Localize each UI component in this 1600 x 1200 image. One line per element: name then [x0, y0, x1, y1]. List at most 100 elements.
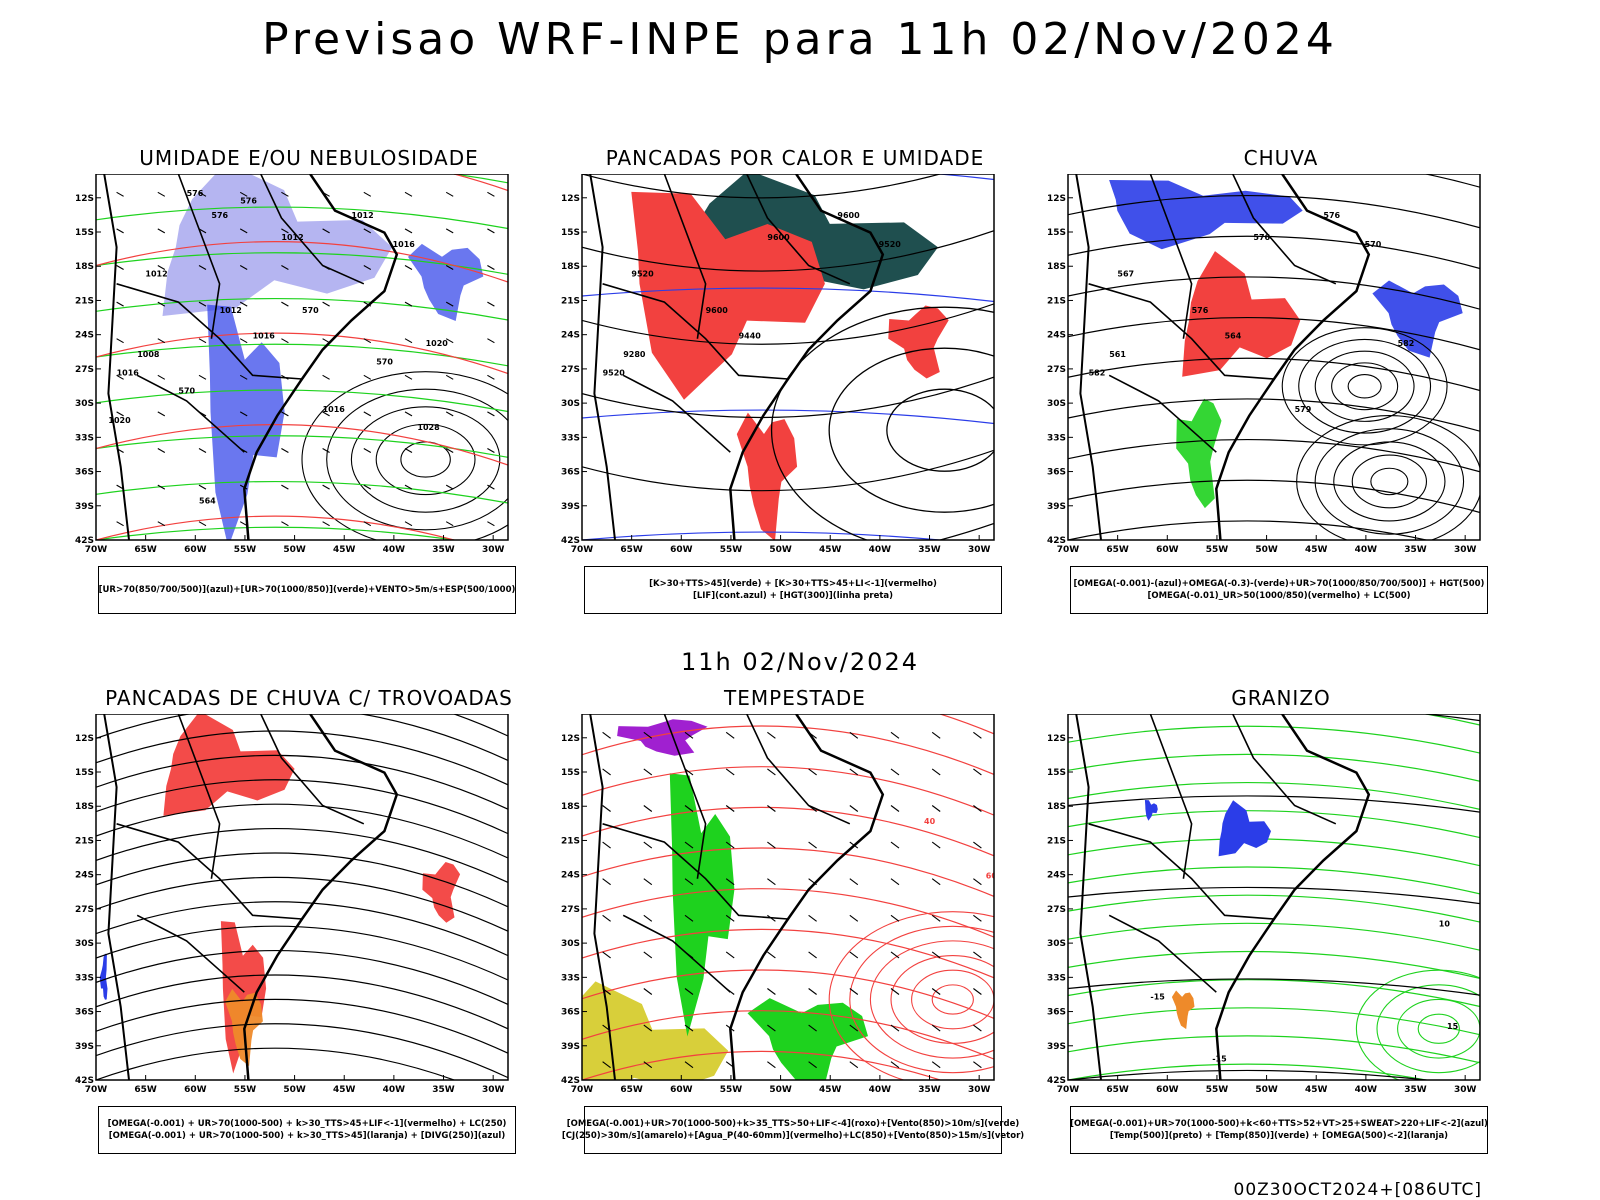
- wind-vector: [198, 301, 207, 307]
- wind-vector: [602, 914, 611, 922]
- panel-legend: [OMEGA(-0.001)+UR>70(1000-500)+k>35_TTS>…: [562, 1106, 1024, 1154]
- wind-vector: [973, 914, 982, 922]
- country-border: [622, 914, 731, 993]
- wind-vector: [767, 951, 776, 959]
- map-frame: [1067, 174, 1481, 541]
- wind-vector: [239, 265, 248, 270]
- country-border: [602, 823, 789, 920]
- hgt500-contour: [1068, 357, 1480, 392]
- coastline: [729, 174, 885, 540]
- lc250-streamline: [96, 876, 508, 932]
- panel-legend: [OMEGA(-0.001) + UR>70(1000-500) + k>30_…: [98, 1106, 516, 1154]
- lat-tick-label: 30S: [75, 399, 94, 409]
- lat-tick-label: 21S: [75, 296, 94, 306]
- contour-label: 1012: [145, 270, 167, 279]
- temp850-contour: [1355, 969, 1480, 1080]
- lat-tick-label: 15S: [75, 768, 94, 778]
- legend-line: [OMEGA(-0.001)+UR>70(1000-500)+k<60+TTS>…: [1070, 1119, 1488, 1129]
- country-border: [663, 174, 707, 339]
- wind-vector: [157, 338, 166, 344]
- wind-vector: [281, 411, 289, 417]
- forecast-map[interactable]: 9600 9600 9600 9520 9520 9440 9280 9520 12S 15S 18…: [560, 174, 1030, 566]
- lat-tick-label: 42S: [1047, 536, 1066, 546]
- panel-title: CHUVA: [1243, 146, 1319, 170]
- wind-vector: [239, 411, 248, 417]
- lat-tick-label: 33S: [75, 973, 94, 983]
- lon-tick-label: 45W: [819, 1085, 842, 1095]
- lat-tick-label: 24S: [561, 331, 580, 341]
- wind-vector: [487, 265, 495, 270]
- lon-tick-label: 35W: [1404, 545, 1427, 555]
- hgt500-contour: [1068, 479, 1480, 514]
- wind-vector: [445, 411, 454, 417]
- wind-vector: [643, 1061, 653, 1069]
- omega500-orange-area: [1171, 990, 1195, 1030]
- wind-vector: [684, 841, 694, 849]
- contour-label: -15: [1150, 993, 1165, 1002]
- west-coastline: [589, 174, 616, 540]
- contour-label: 9440: [739, 332, 762, 341]
- wind-vector: [281, 521, 289, 527]
- lif-contour: [582, 287, 994, 303]
- country-border: [1232, 714, 1337, 825]
- map-frame: [581, 174, 995, 541]
- lon-tick-label: 50W: [769, 545, 792, 555]
- wind-vector: [808, 1061, 817, 1069]
- west-coastline: [103, 714, 130, 1080]
- lon-tick-label: 30W: [482, 1085, 505, 1095]
- country-border: [1088, 823, 1275, 920]
- contour-label: 1012: [351, 211, 373, 220]
- wind-vector: [445, 228, 454, 234]
- map-frame: [95, 714, 509, 1081]
- forecast-map[interactable]: -15 -15 10 15 12S 15S 18S 21S 24S 27S 30S 33S 36S 39S…: [1046, 714, 1516, 1106]
- wind-vector: [931, 878, 941, 886]
- wind-vector: [445, 191, 454, 197]
- divergence-blue-area: [99, 953, 108, 1000]
- lat-tick-label: 30S: [1047, 939, 1066, 949]
- legend-line: [OMEGA(-0.001)-(azul)+OMEGA(-0.3)-(verde…: [1073, 579, 1485, 589]
- k-tts-li-red-area: [631, 191, 825, 400]
- wind-vector: [487, 191, 495, 197]
- contour-label: 570: [178, 387, 195, 396]
- lat-tick-label: 30S: [75, 939, 94, 949]
- contour-label: 576: [211, 211, 228, 220]
- wind-vector: [198, 521, 207, 527]
- forecast-time-subtitle: 11h 02/Nov/2024: [680, 648, 919, 676]
- wind-vector: [808, 914, 817, 922]
- contour-label: 10: [1439, 919, 1451, 928]
- wind-vector: [931, 1024, 941, 1032]
- hgt500-contour: [1068, 316, 1480, 351]
- lon-tick-label: 70W: [571, 545, 594, 555]
- forecast-map[interactable]: 1012 1012 1012 1016 1012 1016 1008 1016 1020 1016…: [74, 174, 544, 566]
- lat-tick-label: 18S: [75, 262, 94, 272]
- panel-legend: [OMEGA(-0.001)+UR>70(1000-500)+k<60+TTS>…: [1070, 1106, 1488, 1154]
- contour-label: 1012: [220, 306, 242, 315]
- wind-vector: [487, 374, 495, 380]
- wind850-green-area: [669, 773, 735, 1037]
- lc250-streamline: [96, 754, 508, 810]
- lon-tick-label: 60W: [184, 1085, 207, 1095]
- lon-tick-label: 60W: [670, 1085, 693, 1095]
- lat-tick-label: 12S: [75, 734, 94, 744]
- temp850-contour: [1068, 753, 1480, 782]
- lat-tick-label: 36S: [1047, 1008, 1066, 1018]
- wind-vector: [404, 228, 413, 234]
- lat-tick-label: 36S: [75, 1008, 94, 1018]
- wind-vector: [404, 338, 413, 344]
- humidity-850-500-area: [408, 243, 484, 321]
- lon-tick-label: 50W: [283, 545, 306, 555]
- west-coastline: [103, 174, 130, 540]
- hgt500-contour: [1331, 362, 1399, 411]
- wind-vector: [767, 988, 776, 995]
- lon-tick-label: 65W: [1106, 1085, 1129, 1095]
- panel-granizo: GRANIZO -15 -15 10 15 12S 15S 18S 21S 24S 27S 30S 3…: [1046, 686, 1516, 1166]
- lon-tick-label: 65W: [134, 545, 157, 555]
- map-layers: 9600 9600 9600 9520 9520 9440 9280 9520: [582, 174, 994, 540]
- thunder-red-area: [163, 714, 295, 816]
- lon-tick-label: 60W: [1156, 545, 1179, 555]
- wind-vector: [116, 338, 124, 344]
- forecast-map[interactable]: 40 60 12S 15S 18S 21S 24S 27S 30S 33S 36S 39S 42S70W…: [560, 714, 1030, 1106]
- lc850-streamline: [869, 940, 994, 1059]
- forecast-map[interactable]: 57657657657056756456158258257912S15S18S2…: [1046, 174, 1516, 566]
